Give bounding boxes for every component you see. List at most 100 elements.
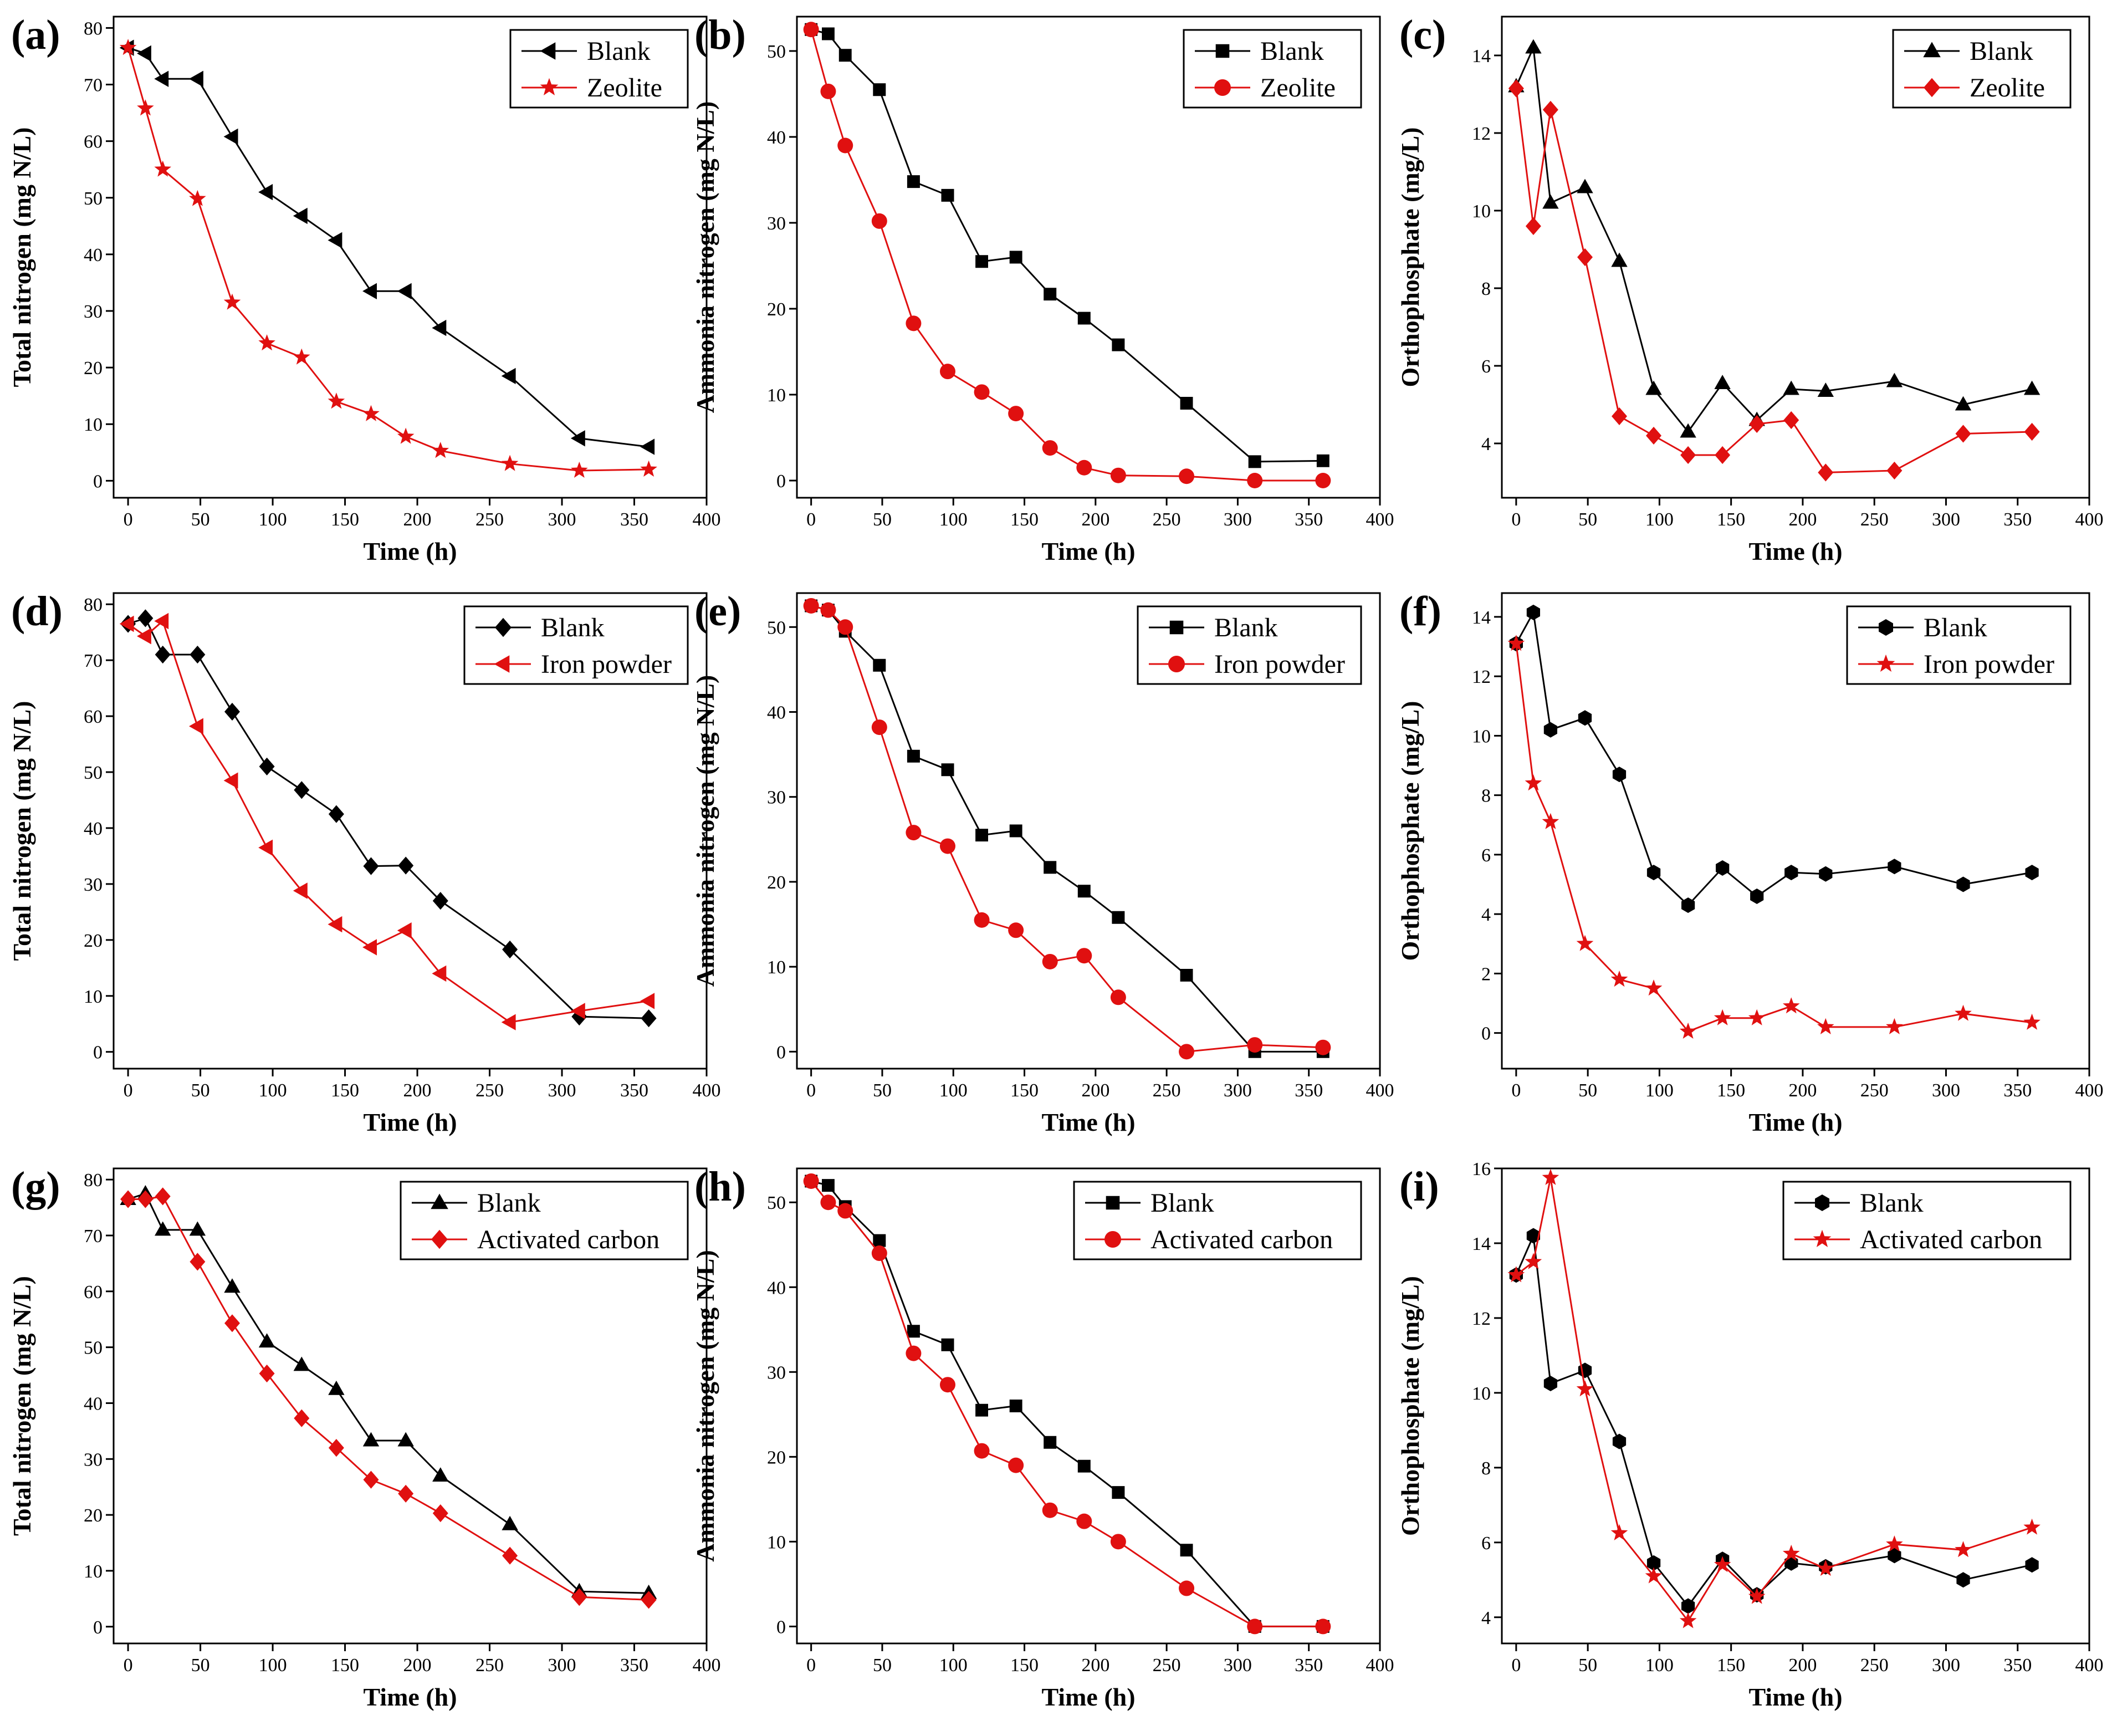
data-point (190, 1253, 206, 1271)
data-point (2023, 1013, 2041, 1030)
data-point (873, 1234, 886, 1247)
data-point (1886, 461, 1903, 480)
data-point (1180, 397, 1193, 410)
data-point (873, 658, 886, 672)
data-point (941, 1338, 954, 1351)
legend: Blank Zeolite (1183, 29, 1362, 109)
data-point (1646, 426, 1661, 445)
series-line (810, 29, 1323, 482)
data-point (502, 1515, 518, 1530)
y-tick-label: 14 (1472, 46, 1491, 67)
data-point (1646, 865, 1661, 881)
y-tick-label: 10 (84, 415, 103, 435)
data-point (1679, 1612, 1697, 1628)
data-point (398, 856, 414, 875)
x-tick-label: 400 (2075, 509, 2104, 530)
data-point (975, 255, 988, 268)
data-point (397, 283, 412, 299)
data-point (837, 619, 853, 635)
legend-label: Iron powder (1214, 650, 1345, 679)
data-point (1749, 415, 1765, 433)
legend-label: Blank (541, 613, 605, 642)
data-point (363, 1471, 379, 1489)
data-point (1955, 1541, 1972, 1558)
data-point (1110, 1534, 1126, 1550)
data-point (2023, 380, 2041, 395)
y-tick-label: 20 (84, 1505, 103, 1526)
y-tick-label: 80 (84, 18, 103, 39)
panel-label: (g) (11, 1163, 60, 1210)
y-tick-label: 10 (767, 957, 786, 978)
data-point (328, 1380, 345, 1395)
data-point (1508, 79, 1524, 98)
chart-panel-d: 0 50 100 150 200 250 300 350 400 0 10 20 30 40 50 60 70 8… (8, 588, 721, 1136)
data-point (259, 1364, 275, 1383)
y-axis-title: Total nitrogen (mg N/L) (8, 127, 36, 387)
x-tick-label: 350 (620, 1080, 648, 1101)
y-tick-label: 6 (1481, 1533, 1491, 1554)
legend: Blank Zeolite (509, 29, 689, 109)
data-point (1110, 989, 1126, 1005)
data-point (820, 83, 836, 99)
y-tick-label: 8 (1481, 786, 1491, 806)
x-tick-label: 50 (191, 509, 210, 530)
data-point (154, 160, 171, 177)
y-tick-label: 6 (1481, 845, 1491, 866)
x-tick-label: 200 (1081, 1080, 1109, 1101)
series-line (128, 1195, 649, 1601)
y-axis-title: Ammonia nitrogen (mg N/L) (691, 101, 719, 413)
legend-box (509, 29, 689, 109)
legend-marker (540, 42, 556, 60)
x-tick-label: 250 (1153, 1655, 1181, 1676)
x-tick-label: 150 (331, 509, 359, 530)
y-tick-label: 30 (84, 875, 103, 895)
legend-label: Activated carbon (477, 1225, 659, 1254)
data-point (1009, 251, 1022, 264)
series-blank (1508, 39, 2041, 438)
x-tick-label: 150 (331, 1655, 359, 1676)
data-point (1526, 604, 1540, 620)
x-tick-label: 350 (1295, 1080, 1323, 1101)
data-point (1507, 1266, 1525, 1283)
data-point (1956, 876, 1970, 892)
series-treatment (1508, 79, 2040, 482)
data-point (223, 293, 241, 310)
x-tick-label: 0 (1511, 509, 1521, 530)
y-tick-label: 40 (84, 1393, 103, 1414)
data-point (1525, 217, 1541, 236)
legend-marker (1168, 656, 1185, 672)
y-tick-label: 16 (1472, 1159, 1491, 1180)
y-axis-title: Orthophosphate (mg/L) (1396, 1276, 1424, 1536)
x-tick-label: 0 (124, 1655, 133, 1676)
x-tick-label: 100 (259, 509, 287, 530)
data-point (328, 1439, 344, 1457)
data-point (362, 283, 377, 299)
data-point (974, 384, 990, 400)
plot-frame (1501, 16, 2090, 499)
y-tick-label: 10 (767, 385, 786, 406)
data-point (1610, 971, 1628, 987)
data-point (1248, 455, 1261, 468)
data-point (1077, 885, 1091, 898)
chart-panel-g: 0 50 100 150 200 250 300 350 400 0 10 20 30 40 50 60 70 8… (8, 1163, 721, 1711)
legend-box (1073, 1181, 1362, 1260)
data-point (137, 45, 151, 62)
x-tick-label: 100 (939, 1080, 968, 1101)
legend-marker (1106, 1196, 1120, 1210)
y-tick-label: 20 (767, 299, 786, 320)
x-tick-label: 250 (475, 1080, 504, 1101)
x-tick-label: 0 (124, 1080, 133, 1101)
data-point (1714, 375, 1731, 389)
x-tick-label: 0 (806, 1655, 816, 1676)
y-tick-label: 70 (84, 1226, 103, 1247)
series-blank (1509, 604, 2039, 913)
x-tick-label: 50 (873, 1080, 892, 1101)
data-point (154, 612, 169, 630)
legend-marker (494, 655, 510, 673)
series-blank (805, 599, 1329, 1058)
y-tick-label: 12 (1472, 667, 1491, 687)
data-point (640, 460, 657, 477)
data-point (803, 598, 819, 614)
series-treatment (119, 39, 657, 478)
x-tick-label: 250 (1860, 1655, 1889, 1676)
